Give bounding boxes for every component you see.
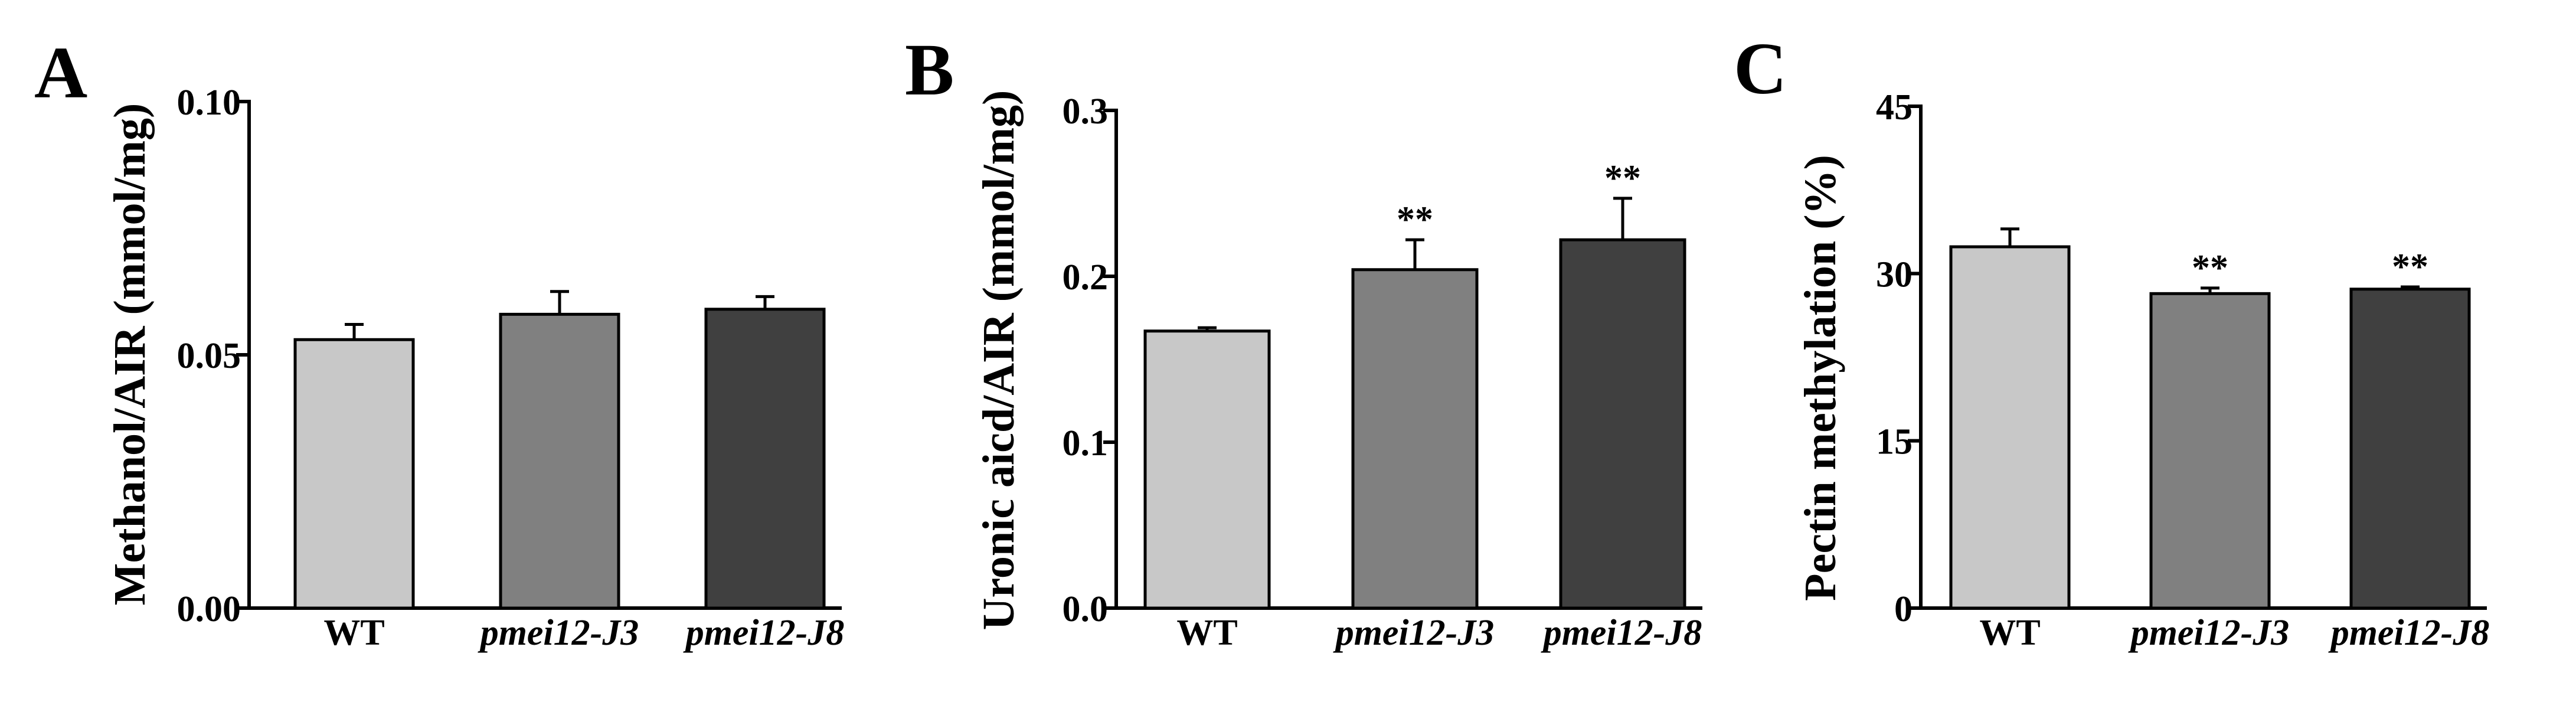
bar [1143, 329, 1271, 610]
y-tick-label: 0.0 [1063, 589, 1109, 629]
y-tick-label: 15 [1876, 422, 1913, 462]
panel-b: B Uronic aicd/AIR (mmol/mg) 0.0 0.1 0.2 0.3 WT… [905, 30, 1702, 653]
bar [1559, 238, 1686, 610]
panel-letter: A [34, 32, 87, 114]
y-tick-label: 0.1 [1063, 423, 1109, 463]
bar [2349, 288, 2471, 610]
y-axis-label: Uronic aicd/AIR (mmol/mg) [974, 90, 1024, 631]
x-tick-label: pmei12-J3 [2128, 613, 2290, 653]
y-tick-label: 0.2 [1063, 257, 1109, 298]
significance-label: ** [1604, 158, 1641, 198]
y-tick-label: 30 [1876, 254, 1913, 295]
y-tick-label: 0.00 [177, 589, 241, 629]
y-tick-label: 0.10 [177, 83, 241, 123]
y-tick-label: 45 [1876, 87, 1913, 128]
bar [704, 308, 826, 610]
x-tick-label: pmei12-J8 [683, 613, 845, 653]
bar [1351, 268, 1479, 610]
x-tick-label: pmei12-J8 [2328, 613, 2490, 653]
panel-letter: C [1734, 28, 1787, 110]
y-tick-label: 0.05 [177, 336, 241, 376]
x-tick-label: pmei12-J3 [478, 613, 639, 653]
y-tick-label: 0 [1894, 589, 1913, 629]
x-tick-label: pmei12-J3 [1333, 613, 1495, 653]
significance-label: ** [1397, 200, 1433, 240]
bar [293, 338, 415, 610]
bar [499, 312, 620, 610]
panel-letter: B [905, 30, 954, 111]
y-axis-label: Pectin methylation (%) [1796, 155, 1845, 601]
x-tick-label: WT [1979, 613, 2040, 653]
bar [1949, 245, 2071, 610]
x-tick-label: WT [323, 613, 384, 653]
bar [2149, 292, 2271, 610]
y-tick-label: 0.3 [1063, 92, 1109, 132]
y-axis-label: Methanol/AIR (mmol/mg) [105, 103, 155, 606]
x-tick-label: WT [1176, 613, 1237, 653]
x-tick-label: pmei12-J8 [1541, 613, 1702, 653]
significance-label: ** [2192, 248, 2228, 288]
significance-label: ** [2392, 247, 2428, 287]
panel-a: A Methanol/AIR (mmol/mg) 0.00 0.05 0.10 WT pme… [34, 32, 844, 653]
